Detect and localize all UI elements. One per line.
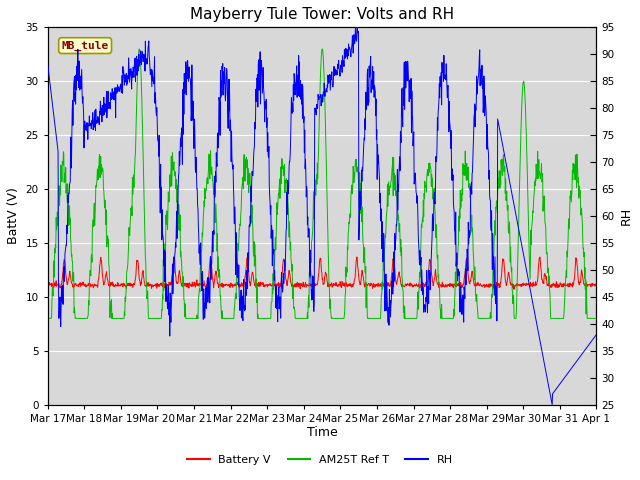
Legend: Battery V, AM25T Ref T, RH: Battery V, AM25T Ref T, RH bbox=[183, 451, 457, 469]
Text: MB_tule: MB_tule bbox=[61, 40, 109, 51]
Y-axis label: BattV (V): BattV (V) bbox=[7, 188, 20, 244]
Title: Mayberry Tule Tower: Volts and RH: Mayberry Tule Tower: Volts and RH bbox=[190, 7, 454, 22]
X-axis label: Time: Time bbox=[307, 426, 337, 440]
Y-axis label: RH: RH bbox=[620, 207, 633, 225]
